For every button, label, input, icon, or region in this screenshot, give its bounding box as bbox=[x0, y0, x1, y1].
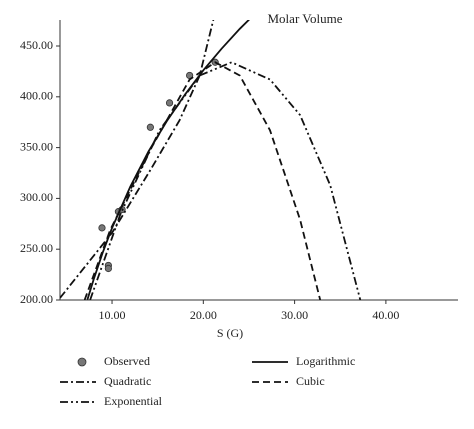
chart-title: Molar Volume bbox=[268, 11, 343, 26]
y-tick-label: 300.00 bbox=[20, 190, 53, 204]
fit-line bbox=[86, 20, 250, 300]
legend-label: Quadratic bbox=[104, 374, 151, 388]
legend-label: Logarithmic bbox=[296, 354, 355, 368]
plot-area bbox=[60, 20, 362, 300]
y-tick-label: 200.00 bbox=[20, 292, 53, 306]
x-tick-label: 40.00 bbox=[372, 308, 399, 322]
fit-line bbox=[60, 20, 215, 299]
y-tick-label: 450.00 bbox=[20, 38, 53, 52]
observed-point bbox=[98, 224, 106, 232]
observed-point bbox=[104, 264, 112, 273]
y-tick-label: 250.00 bbox=[20, 241, 53, 255]
x-tick-label: 30.00 bbox=[281, 308, 308, 322]
y-tick-label: 400.00 bbox=[20, 89, 53, 103]
y-tick-label: 350.00 bbox=[20, 139, 53, 153]
x-tick-label: 10.00 bbox=[99, 308, 126, 322]
legend-label: Observed bbox=[104, 354, 150, 368]
observed-point bbox=[165, 99, 174, 107]
legend-label: Cubic bbox=[296, 374, 325, 388]
legend-marker bbox=[77, 357, 87, 367]
legend-label: Exponential bbox=[104, 394, 163, 408]
x-axis-label: S (G) bbox=[217, 326, 243, 340]
fit-line bbox=[89, 61, 362, 300]
fit-line bbox=[83, 61, 322, 300]
x-tick-label: 20.00 bbox=[190, 308, 217, 322]
observed-point bbox=[146, 123, 154, 131]
